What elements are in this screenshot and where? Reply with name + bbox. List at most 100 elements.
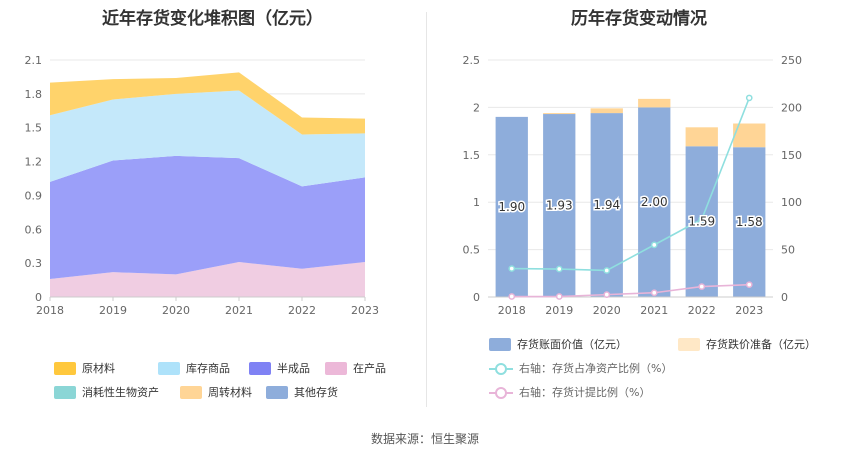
legend-swatch [158,361,180,375]
right-y-tick: 0 [473,291,480,304]
left-chart-panel: 近年存货变化堆积图（亿元） 0 0.3 0.6 0.9 1.2 1.5 1.8 2.1 2018… [0,0,425,415]
right-legend-item[interactable]: 右轴：存货计提比例（%） [489,384,650,400]
left-legend-item[interactable]: 原材料 [54,360,115,376]
legend-line-marker [489,362,513,375]
area-0 [50,262,365,297]
right-y2-tick: 150 [781,149,802,162]
area-3 [50,72,365,135]
point-provision-ratio [745,281,753,289]
right-y2-tick: 250 [781,54,802,67]
right-x-tick: 2021 [640,304,668,317]
left-x-tick: 2020 [162,304,190,317]
bar-book-value [590,113,623,297]
point-net-asset-ratio [603,267,611,274]
legend-label: 周转材料 [208,386,252,399]
left-legend-item[interactable]: 消耗性生物资产 [54,384,159,400]
left-x-tick: 2021 [225,304,253,317]
legend-swatch [678,337,700,351]
left-chart-title: 近年存货变化堆积图（亿元） [102,9,323,29]
point-provision-ratio [603,291,611,298]
legend-label: 其他存货 [294,386,338,399]
left-legend-item[interactable]: 库存商品 [158,360,230,376]
legend-label: 库存商品 [186,362,230,375]
left-y-tick: 0 [35,291,42,304]
left-legend-item[interactable]: 周转材料 [180,384,252,400]
legend-label: 消耗性生物资产 [82,386,159,399]
right-chart-panel: 历年存货变动情况 0 0.5 1 1.5 2 2.5 0 50 100 150 200 250 2018… [428,0,850,415]
bar-book-value [638,107,671,298]
left-y-tick: 0.6 [25,223,43,236]
right-y-tick: 2.5 [463,54,481,67]
right-legend: 存货账面价值（亿元） 存货跌价准备（亿元） 右轴：存货占净资产比例（%） 右轴：存货计… [428,0,850,415]
right-x-tick: 2018 [498,304,526,317]
point-net-asset-ratio [508,265,516,272]
bar-value-label: 1.90 [498,200,525,214]
right-legend-item[interactable]: 右轴：存货占净资产比例（%） [489,360,672,376]
line-net-asset-ratio [511,97,750,272]
right-legend-item[interactable]: 存货跌价准备（亿元） [678,336,816,352]
inventory-bar-line-chart: 0 0.5 1 1.5 2 2.5 0 50 100 150 200 250 2018 2019 2020 2… [463,54,803,317]
right-x-tick: 2023 [735,304,763,317]
right-y-tick: 1.5 [463,149,481,162]
legend-swatch [325,361,347,375]
point-provision-ratio [555,293,563,300]
legend-swatch [54,361,76,375]
legend-label: 存货跌价准备（亿元） [706,338,816,351]
left-legend-item[interactable]: 其他存货 [266,384,338,400]
left-y-tick: 1.8 [25,88,43,101]
point-provision-ratio [650,289,658,297]
right-y-tick: 2 [473,101,480,114]
panel-divider [426,12,427,407]
legend-line-marker [489,386,513,399]
left-legend-item[interactable]: 在产品 [325,360,386,376]
point-net-asset-ratio [555,265,563,273]
bar-value-label: 1.94 [593,198,620,212]
bar-provision [638,98,671,108]
left-y-tick: 0.3 [25,257,43,270]
left-y-tick: 2.1 [25,54,43,67]
right-x-tick: 2020 [593,304,621,317]
legend-swatch [249,361,271,375]
bar-value-label: 1.59 [688,215,715,229]
legend-label: 右轴：存货计提比例（%） [519,386,651,399]
point-provision-ratio [698,283,706,290]
right-x-tick: 2022 [688,304,716,317]
right-y2-tick: 200 [781,101,802,114]
point-net-asset-ratio [698,215,706,223]
left-x-tick: 2018 [36,304,64,317]
data-source: 数据来源：恒生聚源 [370,432,479,446]
bar-value-label: 2.00 [641,195,668,209]
legend-label: 右轴：存货占净资产比例（%） [519,362,673,375]
left-x-tick: 2019 [99,304,127,317]
left-y-tick: 1.2 [25,156,43,169]
area-1 [50,155,365,279]
bar-provision [733,123,766,148]
right-legend-item[interactable]: 存货账面价值（亿元） [489,336,627,352]
left-y-tick: 1.5 [25,122,43,135]
right-y2-tick: 100 [781,196,802,209]
legend-label: 在产品 [353,362,386,375]
bar-value-label: 1.93 [546,199,573,213]
legend-label: 存货账面价值（亿元） [517,338,627,351]
legend-swatch [489,337,511,351]
legend-label: 半成品 [277,362,310,375]
legend-swatch [266,385,288,399]
left-x-tick: 2023 [351,304,379,317]
legend-swatch [54,385,76,399]
right-y-tick: 0.5 [463,244,481,257]
left-legend-item[interactable]: 半成品 [249,360,310,376]
right-chart-title: 历年存货变动情况 [571,9,707,29]
point-net-asset-ratio [650,241,658,249]
point-net-asset-ratio [745,94,753,102]
right-y2-tick: 50 [781,244,795,257]
point-provision-ratio [508,293,516,300]
left-x-tick: 2022 [288,304,316,317]
left-y-tick: 0.9 [25,189,43,202]
right-y-tick: 1 [473,196,480,209]
right-y2-tick: 0 [781,291,788,304]
stacked-area-chart: 0 0.3 0.6 0.9 1.2 1.5 1.8 2.1 2018 2019 2020 2021 20… [25,54,380,317]
area-2 [50,90,365,187]
right-x-tick: 2019 [545,304,573,317]
legend-label: 原材料 [82,362,115,375]
bar-provision [590,108,623,114]
